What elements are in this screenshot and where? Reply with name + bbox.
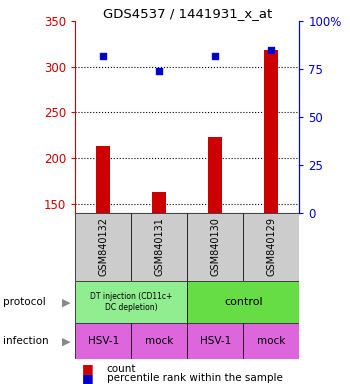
Text: ▶: ▶ xyxy=(62,297,71,307)
Text: infection: infection xyxy=(4,336,49,346)
Text: DT injection (CD11c+
DC depletion): DT injection (CD11c+ DC depletion) xyxy=(90,292,173,312)
Text: ▶: ▶ xyxy=(62,336,71,346)
Bar xyxy=(75,323,131,359)
Text: count: count xyxy=(107,364,136,374)
Bar xyxy=(187,213,243,281)
Point xyxy=(212,53,218,59)
Text: GSM840129: GSM840129 xyxy=(266,217,276,276)
Bar xyxy=(208,137,222,340)
Text: GSM840132: GSM840132 xyxy=(98,217,108,276)
Point xyxy=(268,47,274,53)
Bar xyxy=(131,213,187,281)
Bar xyxy=(75,281,187,323)
Bar xyxy=(243,323,299,359)
Point xyxy=(100,53,106,59)
Bar xyxy=(75,213,131,281)
Bar xyxy=(96,146,110,340)
Bar xyxy=(264,50,278,340)
Text: mock: mock xyxy=(145,336,174,346)
Bar xyxy=(131,323,187,359)
Point xyxy=(156,68,162,74)
Title: GDS4537 / 1441931_x_at: GDS4537 / 1441931_x_at xyxy=(103,7,272,20)
Text: percentile rank within the sample: percentile rank within the sample xyxy=(107,373,283,383)
Bar xyxy=(243,213,299,281)
Text: HSV-1: HSV-1 xyxy=(88,336,119,346)
Text: control: control xyxy=(224,297,262,307)
Text: ■: ■ xyxy=(82,362,94,375)
Text: GSM840130: GSM840130 xyxy=(210,217,220,276)
Text: HSV-1: HSV-1 xyxy=(199,336,231,346)
Text: protocol: protocol xyxy=(4,297,46,307)
Bar xyxy=(187,281,299,323)
Text: ■: ■ xyxy=(82,372,94,384)
Text: GSM840131: GSM840131 xyxy=(154,217,164,276)
Text: mock: mock xyxy=(257,336,286,346)
Bar xyxy=(187,323,243,359)
Bar xyxy=(152,192,166,340)
